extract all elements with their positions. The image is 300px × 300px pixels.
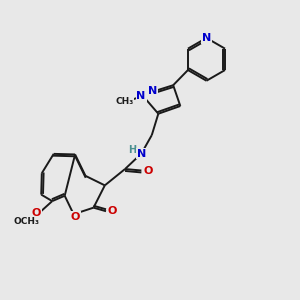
Text: O: O <box>143 166 153 176</box>
Text: N: N <box>202 33 211 43</box>
Text: O: O <box>32 208 41 218</box>
Text: N: N <box>137 148 146 159</box>
Text: OCH₃: OCH₃ <box>14 218 39 226</box>
Text: N: N <box>136 91 146 101</box>
Text: N: N <box>148 86 158 96</box>
Text: CH₃: CH₃ <box>115 97 134 106</box>
Text: H: H <box>128 145 136 155</box>
Text: O: O <box>108 206 117 216</box>
Text: O: O <box>70 212 80 222</box>
